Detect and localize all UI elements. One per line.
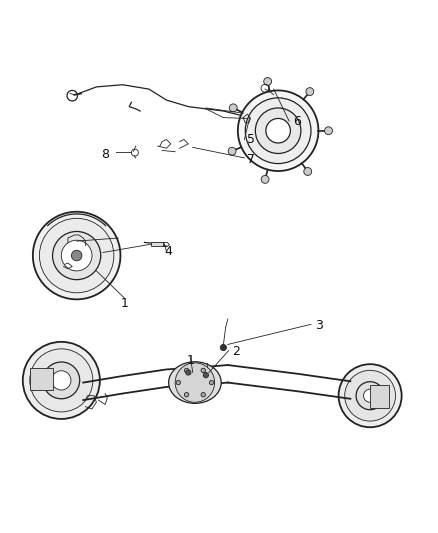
Text: 3: 3 [315, 319, 323, 332]
Circle shape [220, 344, 226, 351]
Circle shape [306, 87, 314, 95]
Text: 5: 5 [247, 133, 255, 146]
Text: 2: 2 [232, 345, 240, 358]
Circle shape [203, 373, 208, 378]
Circle shape [175, 363, 215, 402]
Text: 1: 1 [187, 354, 194, 367]
Circle shape [245, 98, 311, 164]
Bar [30, 368, 53, 390]
Text: 7: 7 [247, 152, 255, 166]
Circle shape [304, 167, 312, 175]
Circle shape [345, 370, 396, 421]
Circle shape [43, 362, 80, 399]
Circle shape [39, 219, 114, 293]
Circle shape [238, 91, 318, 171]
Text: 4: 4 [165, 245, 173, 257]
Circle shape [325, 127, 332, 135]
Circle shape [176, 381, 180, 385]
Circle shape [184, 368, 189, 373]
Circle shape [266, 118, 290, 143]
Text: 6: 6 [293, 116, 301, 128]
Bar [151, 243, 163, 246]
Text: 1: 1 [121, 297, 129, 310]
Circle shape [364, 389, 377, 402]
Circle shape [186, 370, 191, 375]
Circle shape [356, 382, 384, 410]
Circle shape [255, 108, 301, 154]
Ellipse shape [169, 362, 221, 403]
Circle shape [53, 231, 101, 280]
Circle shape [339, 364, 402, 427]
Circle shape [228, 147, 236, 155]
Circle shape [61, 240, 92, 271]
Circle shape [201, 392, 205, 397]
Circle shape [33, 212, 120, 300]
Bar [370, 385, 389, 408]
Circle shape [52, 371, 71, 390]
Circle shape [201, 368, 205, 373]
Circle shape [264, 77, 272, 85]
Circle shape [30, 349, 93, 412]
Circle shape [184, 392, 189, 397]
Circle shape [23, 342, 100, 419]
Circle shape [230, 104, 237, 112]
Circle shape [261, 175, 269, 183]
Text: 8: 8 [101, 148, 109, 161]
Circle shape [209, 381, 214, 385]
Circle shape [71, 251, 82, 261]
